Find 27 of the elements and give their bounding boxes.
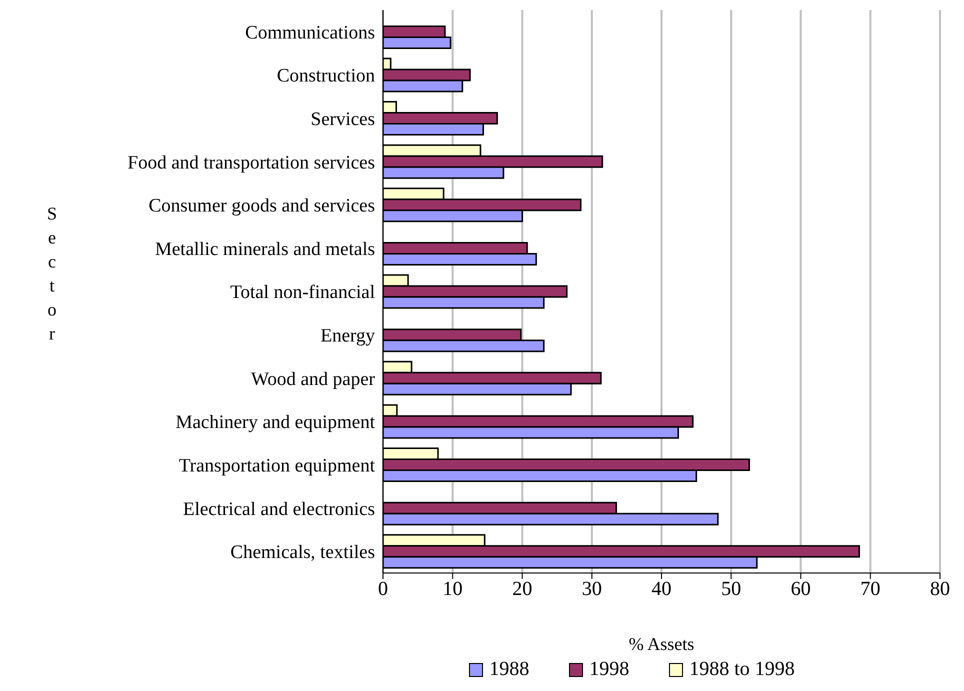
y-tick-label: Transportation equipment [178,455,376,476]
y-tick-label: Energy [320,326,376,347]
y-tick-label: Food and transportation services [128,152,375,174]
y-tick-label: Construction [276,66,376,87]
y-tick-label: Machinery and equipment [176,412,376,434]
x-tick-label: 60 [790,578,811,600]
x-tick-label: 70 [860,578,880,600]
x-tick-label: 10 [442,578,463,600]
y-tick-label: Electrical and electronics [182,498,375,520]
legend-label: 1988 to 1998 [689,658,795,681]
x-tick-label: 20 [512,578,532,600]
y-tick-label: Communications [245,22,375,44]
y-tick-label: Consumer goods and services [148,196,375,217]
x-tick-label: 0 [378,578,388,600]
x-tick-label: 50 [721,578,742,600]
y-tick-label: Wood and paper [250,368,376,390]
y-axis-title: Sector [46,204,58,344]
x-tick-label: 30 [582,578,602,600]
legend-label: 1988 [489,658,530,681]
x-tick-label: 40 [652,578,672,600]
x-axis-title: % Assets [628,634,694,654]
y-tick-label: Metallic minerals and metals [154,238,375,260]
legend-label: 1998 [589,658,630,681]
y-tick-label: Total non-financial [230,282,375,304]
y-tick-label: Services [310,109,375,130]
y-tick-label: Chemicals, textiles [230,542,375,564]
x-tick-label: 80 [930,578,950,600]
